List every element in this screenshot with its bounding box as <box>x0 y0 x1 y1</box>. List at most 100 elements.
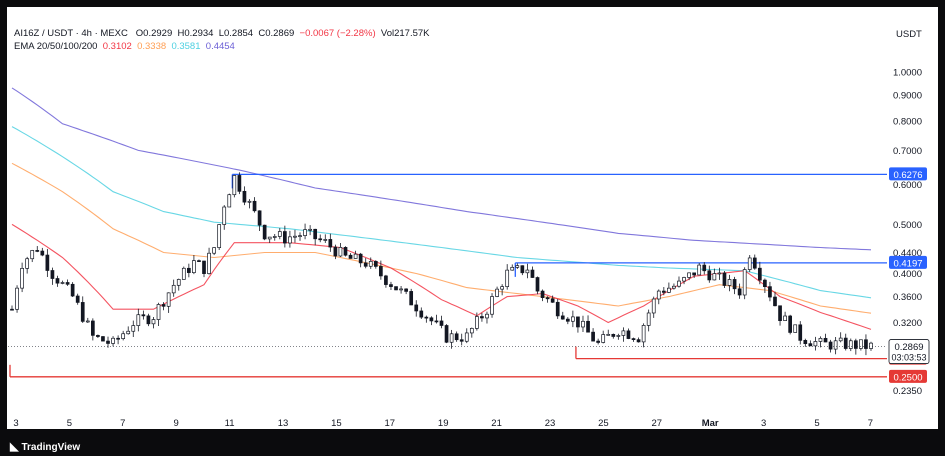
tradingview-mark-icon: ◣ <box>10 441 19 453</box>
candle <box>328 239 333 248</box>
candle <box>818 337 823 342</box>
candle <box>616 335 621 337</box>
published-caption: BeInCrypto1 published on TradingView.com… <box>7 8 310 19</box>
candle <box>565 318 570 322</box>
candle <box>586 320 590 333</box>
y-tick-label: 0.3600 <box>893 292 922 303</box>
candle <box>687 272 691 278</box>
candle <box>409 291 414 306</box>
candle <box>298 235 302 237</box>
candle <box>318 238 323 241</box>
currency-label: USDT <box>896 29 922 40</box>
candle <box>742 269 747 296</box>
candle <box>227 194 232 208</box>
candle <box>510 266 515 271</box>
y-tick-label: 0.6000 <box>893 180 922 191</box>
candle <box>161 304 166 307</box>
x-tick-label: 19 <box>438 418 449 429</box>
change-value: −0.0067 (−2.28%) <box>299 28 376 39</box>
candle <box>126 330 131 335</box>
x-tick-label: 3 <box>13 418 18 429</box>
y-tick-label: 0.4000 <box>893 269 922 280</box>
candle <box>571 316 575 322</box>
candle <box>70 283 75 297</box>
candle <box>25 258 30 269</box>
countdown-label: 03:03:53 <box>891 353 926 363</box>
candle <box>454 333 459 341</box>
y-tick-label: 0.9000 <box>893 91 922 102</box>
x-tick-label: 5 <box>67 418 72 429</box>
last-price-tag <box>888 339 930 364</box>
candle <box>747 257 752 270</box>
candle <box>50 270 55 279</box>
candle <box>550 298 555 303</box>
candle <box>136 314 141 326</box>
candle <box>535 277 540 292</box>
candle <box>368 261 373 267</box>
tradingview-logo: ◣ TradingView <box>10 440 80 453</box>
candle <box>242 190 247 203</box>
candle <box>101 336 105 342</box>
candle <box>384 275 388 285</box>
candle <box>555 301 560 317</box>
candle <box>707 270 712 281</box>
candle <box>353 253 358 259</box>
candle <box>641 325 646 343</box>
candle <box>181 267 186 280</box>
candle <box>90 320 95 336</box>
candle <box>333 246 338 257</box>
candle <box>247 200 252 203</box>
candle <box>343 247 348 256</box>
candle <box>737 288 742 296</box>
price-tag <box>889 255 927 269</box>
candle <box>151 319 156 325</box>
candle <box>545 297 550 300</box>
candle <box>308 228 312 231</box>
candle <box>429 317 434 322</box>
candle <box>40 250 45 256</box>
candle <box>111 337 115 344</box>
candle <box>768 286 772 298</box>
candle <box>288 236 292 244</box>
candle <box>656 290 661 300</box>
candle <box>419 310 424 318</box>
y-tick-label: 0.3200 <box>893 318 922 329</box>
ema-legend: EMA 20/50/100/200 0.3102 0.3338 0.3581 0… <box>14 41 235 52</box>
x-tick-label: Mar <box>702 418 719 429</box>
candle <box>752 257 757 269</box>
candle <box>80 302 85 322</box>
price-tag-label: 0.4197 <box>893 258 922 269</box>
candle <box>475 316 479 329</box>
x-tick-label: 21 <box>491 418 502 429</box>
candle <box>131 325 136 332</box>
candle <box>838 337 843 342</box>
candle <box>262 224 267 240</box>
candle <box>197 260 201 262</box>
candle <box>116 337 120 340</box>
candle <box>404 288 408 292</box>
candle <box>237 175 242 192</box>
last-price-label: 0.2869 <box>894 342 923 353</box>
footer-label: TradingView <box>21 442 81 453</box>
candle <box>480 316 484 319</box>
y-tick-label: 0.4400 <box>893 248 922 259</box>
candle <box>853 340 858 349</box>
candle <box>682 277 686 282</box>
high-value: H0.2934 <box>177 28 214 39</box>
x-tick-label: 11 <box>225 418 235 429</box>
candle <box>338 247 343 257</box>
x-tick-label: 9 <box>174 418 179 429</box>
x-tick-label: 23 <box>545 418 556 429</box>
y-tick-label: 0.7000 <box>893 146 922 157</box>
candle <box>207 252 211 274</box>
candle <box>485 313 489 319</box>
candle <box>778 305 782 322</box>
price-tag <box>889 369 927 383</box>
candle <box>843 337 848 349</box>
candle <box>808 343 813 347</box>
candle <box>379 266 383 277</box>
candle <box>717 272 722 275</box>
candle <box>45 254 50 271</box>
candle <box>560 315 565 320</box>
